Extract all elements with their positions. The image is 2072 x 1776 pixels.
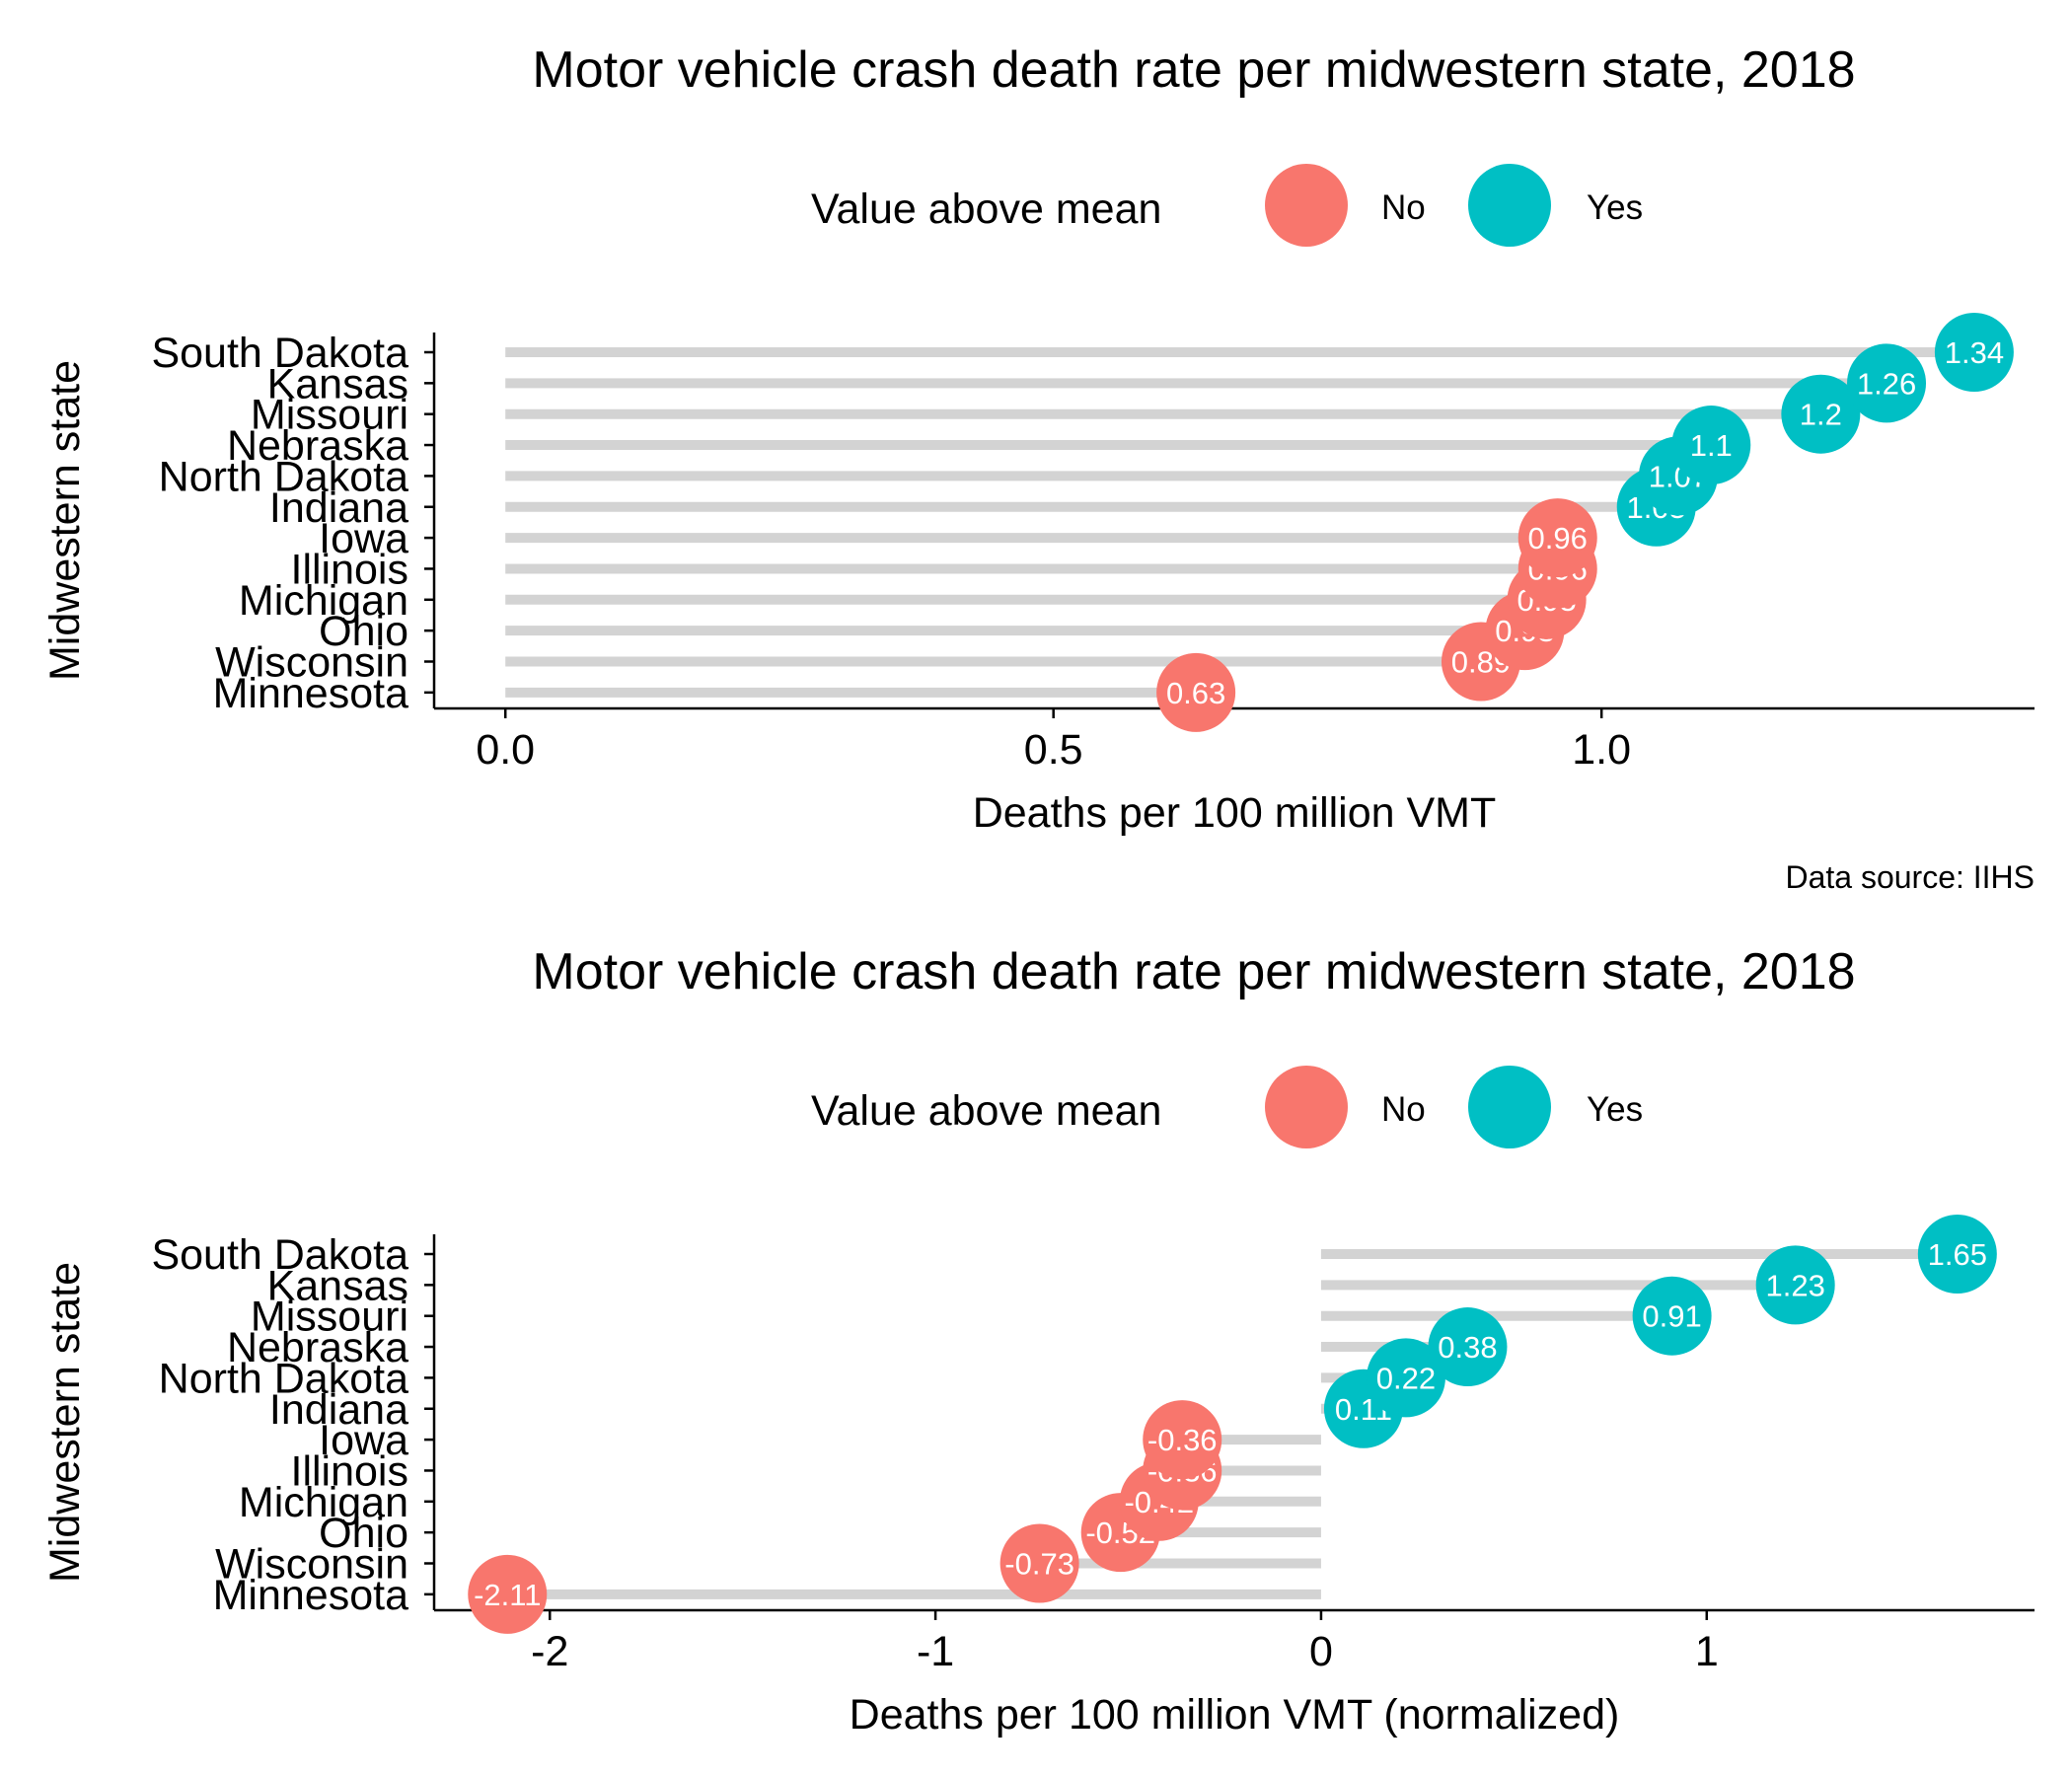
data-label: 0.63	[1166, 676, 1225, 710]
lollipop-dot	[1671, 406, 1751, 485]
y-tick-label: Wisconsin	[215, 1541, 408, 1589]
x-tick-label: 1	[1695, 1628, 1719, 1675]
data-label: 0.22	[1376, 1361, 1436, 1395]
y-tick-label: Indiana	[269, 1386, 408, 1434]
y-tick-label: Iowa	[319, 1417, 408, 1464]
lollipop-dot	[1517, 498, 1597, 578]
data-label: 0.91	[1642, 1299, 1701, 1334]
data-label: 1.1	[1690, 428, 1733, 463]
x-axis-title: Deaths per 100 million VMT (normalized)	[850, 1691, 1620, 1739]
data-label: 1.26	[1857, 366, 1916, 401]
legend-title: Value above mean	[811, 1087, 1161, 1135]
lollipop-dot	[1781, 374, 1861, 454]
data-label: 1.2	[1800, 398, 1842, 432]
y-tick-label: Michigan	[239, 1479, 408, 1526]
y-axis-title: Midwestern state	[41, 360, 89, 681]
chart-title: Motor vehicle crash death rate per midwe…	[532, 943, 1855, 1000]
y-tick-label: Missouri	[251, 1294, 408, 1341]
lollipop-dot	[1917, 1215, 1997, 1294]
y-tick-label: Nebraska	[227, 1324, 408, 1371]
y-tick-label: Illinois	[291, 546, 409, 593]
data-label: 0.38	[1438, 1330, 1497, 1365]
data-label: -0.36	[1147, 1423, 1218, 1457]
data-label: 1.34	[1945, 335, 2004, 370]
chart-title: Motor vehicle crash death rate per midwe…	[532, 41, 1855, 99]
data-label: 0.96	[1528, 521, 1588, 555]
lollipop-dot	[1143, 1400, 1222, 1480]
y-tick-label: Missouri	[251, 392, 408, 439]
legend-swatch-yes	[1468, 164, 1551, 247]
y-tick-label: North Dakota	[159, 1355, 408, 1402]
y-tick-label: South Dakota	[151, 330, 408, 377]
x-tick-label: 0.0	[476, 726, 535, 774]
y-tick-label: Wisconsin	[215, 639, 408, 687]
x-tick-label: -1	[917, 1628, 954, 1675]
y-tick-label: North Dakota	[159, 453, 408, 500]
lollipop-dot	[468, 1554, 548, 1634]
y-tick-label: Minnesota	[213, 670, 408, 717]
x-tick-label: 0.5	[1024, 726, 1083, 774]
data-label: 1.65	[1928, 1237, 1987, 1272]
chart-panel-raw: Motor vehicle crash death rate per midwe…	[41, 41, 2035, 837]
y-tick-label: South Dakota	[151, 1231, 408, 1279]
y-tick-label: Iowa	[319, 515, 408, 562]
x-tick-label: -2	[531, 1628, 568, 1675]
legend-label-no: No	[1381, 188, 1426, 227]
data-label: -0.73	[1004, 1547, 1074, 1582]
lollipop-dot	[1632, 1276, 1712, 1356]
y-tick-label: Kansas	[267, 360, 408, 407]
y-tick-label: Michigan	[239, 577, 408, 625]
data-source-caption: Data source: IIHS	[1785, 859, 2035, 895]
legend-label-no: No	[1381, 1090, 1426, 1129]
lollipop-dot	[1428, 1307, 1508, 1387]
chart-panel-normalized: Motor vehicle crash death rate per midwe…	[41, 943, 2035, 1739]
data-label: 1.23	[1766, 1268, 1825, 1302]
y-tick-label: Ohio	[319, 1510, 408, 1557]
x-tick-label: 0	[1309, 1628, 1333, 1675]
lollipop-dot	[1755, 1245, 1835, 1325]
x-tick-label: 1.0	[1572, 726, 1631, 774]
y-tick-label: Kansas	[267, 1262, 408, 1309]
x-axis-title: Deaths per 100 million VMT	[973, 789, 1497, 837]
legend-swatch-yes	[1468, 1066, 1551, 1148]
lollipop-dot	[1156, 652, 1236, 732]
legend-title: Value above mean	[811, 185, 1161, 233]
y-tick-label: Illinois	[291, 1447, 409, 1495]
y-tick-label: Indiana	[269, 484, 408, 532]
y-tick-label: Ohio	[319, 608, 408, 655]
y-tick-label: Nebraska	[227, 422, 408, 470]
y-axis-title: Midwestern state	[41, 1262, 89, 1583]
legend-swatch-no	[1265, 1066, 1348, 1148]
legend-label-yes: Yes	[1587, 188, 1643, 227]
legend-swatch-no	[1265, 164, 1348, 247]
data-label: -2.11	[474, 1578, 541, 1612]
y-tick-label: Minnesota	[213, 1572, 408, 1619]
lollipop-dot	[1934, 313, 2014, 392]
legend-label-yes: Yes	[1587, 1090, 1643, 1129]
lollipop-dot	[999, 1523, 1079, 1603]
lollipop-dot	[1847, 343, 1927, 423]
lollipop-dot	[1366, 1338, 1445, 1418]
